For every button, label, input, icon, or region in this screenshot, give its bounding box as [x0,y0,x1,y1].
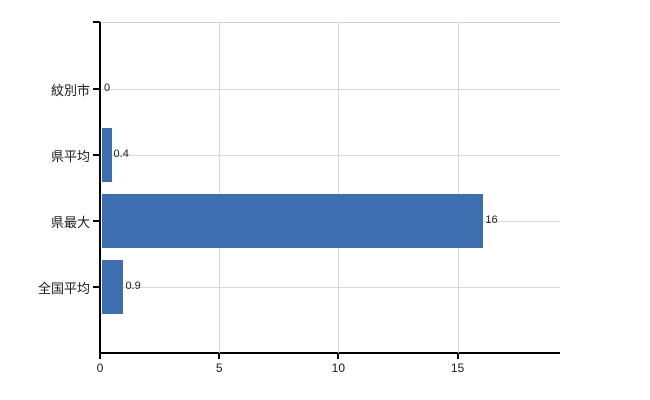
y-axis-line [99,22,101,359]
horizontal-gridline [102,155,560,156]
value-label: 0.4 [113,148,129,160]
value-label: 0 [104,82,111,94]
category-label: 紋別市 [50,83,90,98]
y-axis-tick [93,154,100,156]
vertical-gridline [457,22,459,353]
y-axis-top-tick [93,21,100,23]
bar [102,194,484,248]
bar [102,260,124,314]
x-axis-tick [218,353,221,359]
value-label: 0.9 [125,280,141,292]
vertical-gridline [338,22,340,353]
x-axis-line [99,352,560,354]
category-label: 県平均 [50,149,90,164]
x-tick-label: 15 [450,361,465,375]
x-axis-tick [99,353,101,359]
horizontal-gridline [102,89,560,90]
y-axis-tick [93,286,100,288]
category-label: 全国平均 [37,281,90,296]
x-tick-label: 0 [96,361,104,375]
bar [102,128,112,182]
category-label: 県最大 [50,215,90,230]
y-axis-tick [93,220,100,222]
value-label: 16 [485,214,498,226]
x-tick-label: 10 [331,361,345,375]
vertical-gridline [219,22,221,353]
horizontal-gridline [102,287,560,288]
y-axis-tick [93,88,100,90]
plot-top-border [100,22,560,23]
x-axis-tick [456,353,459,359]
x-tick-label: 5 [215,361,223,375]
x-axis-tick [337,353,340,359]
